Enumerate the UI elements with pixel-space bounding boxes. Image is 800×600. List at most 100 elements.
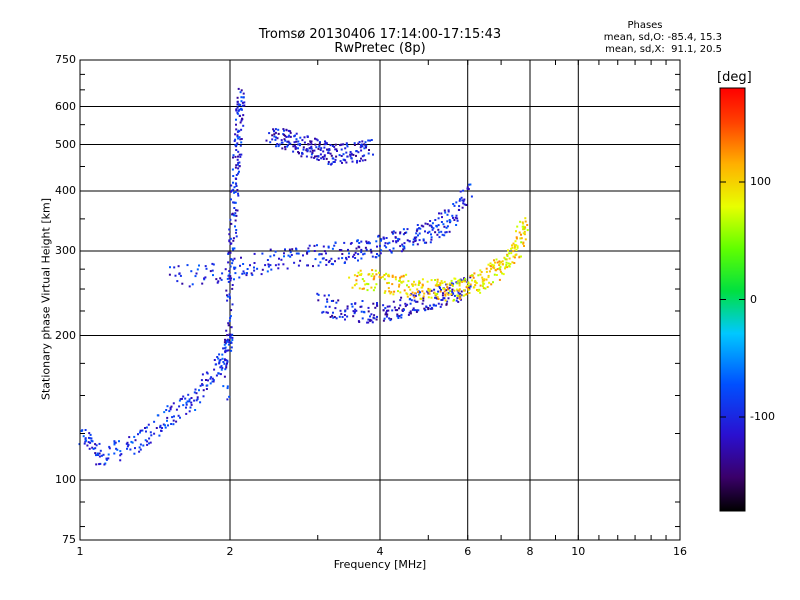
echo-point (190, 401, 193, 404)
echo-point (496, 261, 499, 264)
echo-point (273, 130, 276, 133)
echo-point (415, 310, 418, 313)
echo-point (469, 183, 472, 186)
echo-point (461, 199, 464, 202)
echo-point (514, 240, 517, 243)
echo-point (412, 294, 415, 297)
echo-point (260, 273, 263, 276)
echo-point (289, 130, 292, 133)
echo-point (119, 459, 122, 462)
echo-point (373, 317, 376, 320)
echo-point (306, 149, 309, 152)
echo-point (233, 266, 236, 269)
echo-point (220, 368, 223, 371)
echo-point (451, 288, 454, 291)
echo-point (438, 236, 441, 239)
echo-point (346, 307, 349, 310)
echo-point (319, 149, 322, 151)
echo-point (365, 146, 367, 149)
echo-point (412, 241, 415, 244)
echo-point (340, 155, 343, 157)
echo-point (486, 286, 489, 288)
echo-point (219, 358, 222, 361)
echo-point (216, 356, 219, 358)
echo-point (459, 296, 462, 298)
echo-point (285, 129, 288, 132)
echo-point (458, 288, 461, 291)
echo-point (116, 448, 119, 451)
echo-point (172, 402, 175, 405)
echo-point (426, 290, 429, 293)
echo-point (233, 257, 236, 260)
echo-point (229, 333, 232, 336)
echo-point (418, 294, 421, 297)
echo-point (386, 242, 389, 245)
echo-point (365, 282, 368, 285)
echo-point (99, 462, 102, 465)
echo-point (185, 401, 188, 404)
echo-point (100, 454, 103, 457)
echo-point (284, 148, 287, 151)
echo-point (358, 321, 361, 323)
echo-point (431, 228, 434, 231)
echo-point (326, 300, 329, 303)
echo-point (235, 109, 238, 112)
echo-point (375, 273, 378, 276)
echo-point (406, 303, 409, 306)
echo-point (274, 131, 277, 134)
echo-point (235, 128, 238, 131)
echo-point (358, 141, 361, 143)
echo-point (276, 143, 279, 145)
echo-point (333, 244, 336, 247)
echo-point (127, 443, 130, 446)
echo-point (471, 274, 474, 277)
echo-point (355, 247, 358, 250)
echo-point (239, 121, 242, 124)
echo-point (224, 368, 227, 371)
echo-point (458, 279, 461, 281)
echo-point (329, 316, 332, 318)
echo-point (376, 245, 378, 248)
echo-point (333, 161, 336, 163)
echo-point (421, 284, 424, 287)
echo-point (369, 319, 372, 322)
echo-point (356, 159, 359, 162)
echo-point (429, 288, 432, 291)
echo-point (196, 268, 199, 271)
echo-point (226, 299, 229, 302)
echo-point (367, 139, 370, 142)
echo-point (201, 384, 204, 387)
echo-point (353, 312, 356, 315)
echo-point (211, 377, 214, 380)
echo-point (209, 270, 212, 273)
echo-point (383, 274, 386, 276)
echo-point (448, 230, 451, 233)
echo-point (282, 128, 285, 131)
echo-point (456, 282, 459, 285)
echo-point (407, 313, 410, 316)
echo-point (230, 341, 233, 344)
echo-point (367, 152, 370, 155)
echo-point (315, 146, 318, 149)
echo-point (232, 237, 235, 240)
echo-point (85, 439, 88, 442)
echo-point (224, 351, 227, 354)
echo-point (295, 252, 298, 255)
echo-point (513, 256, 516, 259)
echo-point (228, 240, 231, 243)
echo-point (523, 245, 525, 247)
echo-point (187, 393, 190, 396)
colorbar-ticks (720, 181, 745, 418)
echo-point (367, 310, 370, 313)
echo-point (114, 441, 117, 444)
echo-point (353, 144, 356, 146)
echo-point (333, 145, 336, 148)
echo-point (227, 253, 230, 255)
echo-point (233, 207, 236, 209)
echo-point (422, 239, 425, 242)
echo-point (453, 298, 455, 301)
echo-point (231, 287, 234, 290)
echo-point (479, 273, 482, 276)
y-axis-label: Stationary phase Virtual Height [km] (39, 197, 53, 401)
echo-point (356, 161, 358, 164)
